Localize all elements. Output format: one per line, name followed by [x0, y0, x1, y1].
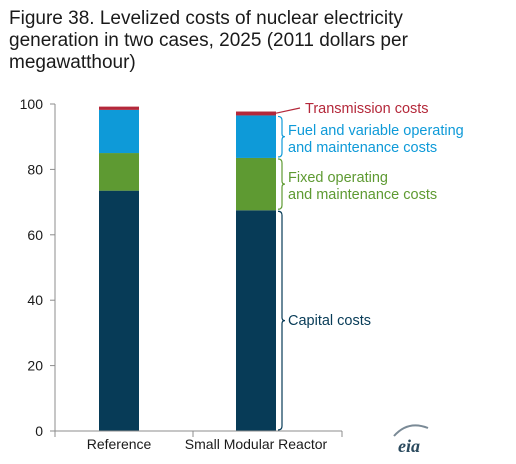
fixed-label: Fixed operating	[288, 170, 388, 186]
y-tick-label: 100	[20, 96, 44, 112]
x-category-label: Small Modular Reactor	[185, 436, 328, 452]
bar-segment-fixed-operating-and-maintenance-costs	[236, 157, 276, 211]
bars	[99, 106, 276, 431]
y-tick-label: 80	[27, 161, 43, 177]
y-tick-label: 0	[35, 423, 43, 439]
capital-brace	[277, 210, 286, 431]
transmission-leader-line	[275, 107, 301, 114]
bar-segment-fuel-and-variable-operating-and-maintenance-costs	[99, 109, 139, 154]
bar-segment-capital-costs	[236, 210, 276, 431]
eia-logo-text: eia	[398, 436, 420, 456]
y-tick-label: 20	[27, 358, 43, 374]
bar-segment-transmission-costs	[236, 111, 276, 116]
fuel-brace	[277, 115, 286, 158]
fuel-label: Fuel and variable operating	[288, 123, 464, 139]
y-tick-label: 40	[27, 292, 43, 308]
chart-title-line-3: megawatthour)	[9, 52, 136, 73]
bar-segment-fixed-operating-and-maintenance-costs	[99, 153, 139, 191]
bar-segment-capital-costs	[99, 190, 139, 431]
eia-logo-swoosh	[393, 424, 429, 437]
transmission-label: Transmission costs	[305, 101, 429, 117]
bar-segment-fuel-and-variable-operating-and-maintenance-costs	[236, 115, 276, 158]
eia-logo: eia	[393, 424, 429, 456]
y-axis: 0 20 40 60 80 100	[20, 96, 56, 439]
x-axis: Reference Small Modular Reactor	[54, 430, 343, 452]
fixed-brace	[277, 158, 286, 210]
chart-title-line-2: generation in two cases, 2025 (2011 doll…	[9, 30, 408, 51]
bar-segment-transmission-costs	[99, 106, 139, 110]
x-category-label: Reference	[87, 436, 152, 452]
chart-title-line-1: Figure 38. Levelized costs of nuclear el…	[9, 8, 403, 29]
capital-label: Capital costs	[288, 313, 371, 329]
annotations: Transmission costs Fuel and variable oper…	[275, 101, 464, 431]
y-tick-label: 60	[27, 227, 43, 243]
fixed-label: and maintenance costs	[288, 187, 437, 203]
fuel-label: and maintenance costs	[288, 140, 437, 156]
chart-title: Figure 38. Levelized costs of nuclear el…	[9, 8, 479, 74]
